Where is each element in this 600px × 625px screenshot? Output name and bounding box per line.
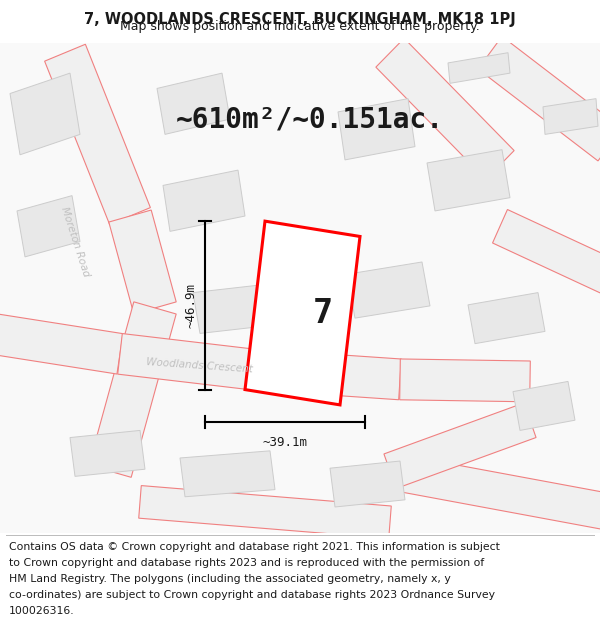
Polygon shape (245, 221, 360, 405)
Polygon shape (109, 210, 176, 314)
Polygon shape (193, 282, 290, 334)
Polygon shape (157, 73, 230, 134)
Polygon shape (493, 209, 600, 294)
Polygon shape (468, 292, 545, 344)
Text: Map shows position and indicative extent of the property.: Map shows position and indicative extent… (120, 20, 480, 33)
Polygon shape (70, 431, 145, 476)
Text: Contains OS data © Crown copyright and database right 2021. This information is : Contains OS data © Crown copyright and d… (9, 542, 500, 552)
Polygon shape (17, 196, 80, 257)
Text: 7: 7 (313, 296, 332, 329)
Polygon shape (387, 453, 600, 530)
Text: to Crown copyright and database rights 2023 and is reproduced with the permissio: to Crown copyright and database rights 2… (9, 558, 484, 568)
Polygon shape (376, 38, 514, 179)
Polygon shape (330, 461, 405, 507)
Text: ~610m²/~0.151ac.: ~610m²/~0.151ac. (176, 105, 444, 133)
Text: HM Land Registry. The polygons (including the associated geometry, namely x, y: HM Land Registry. The polygons (includin… (9, 574, 451, 584)
Polygon shape (44, 44, 151, 224)
Polygon shape (478, 36, 600, 161)
Polygon shape (427, 149, 510, 211)
Text: Moreton Road: Moreton Road (59, 205, 91, 278)
Polygon shape (0, 313, 123, 374)
Text: ~46.9m: ~46.9m (185, 283, 197, 328)
Polygon shape (384, 403, 536, 489)
Polygon shape (163, 170, 245, 231)
Polygon shape (448, 52, 510, 83)
Polygon shape (10, 73, 80, 155)
Text: ~39.1m: ~39.1m (263, 436, 308, 449)
Polygon shape (338, 99, 415, 160)
Text: 7, WOODLANDS CRESCENT, BUCKINGHAM, MK18 1PJ: 7, WOODLANDS CRESCENT, BUCKINGHAM, MK18 … (84, 12, 516, 27)
Polygon shape (347, 262, 430, 318)
Polygon shape (513, 381, 575, 431)
Polygon shape (180, 451, 275, 497)
Polygon shape (89, 302, 176, 478)
Polygon shape (400, 359, 530, 402)
Polygon shape (248, 349, 401, 400)
Polygon shape (118, 334, 252, 389)
Text: Woodlands Crescent: Woodlands Crescent (146, 357, 254, 375)
Polygon shape (543, 99, 598, 134)
Polygon shape (139, 486, 391, 539)
Text: co-ordinates) are subject to Crown copyright and database rights 2023 Ordnance S: co-ordinates) are subject to Crown copyr… (9, 590, 495, 600)
Text: 100026316.: 100026316. (9, 606, 74, 616)
